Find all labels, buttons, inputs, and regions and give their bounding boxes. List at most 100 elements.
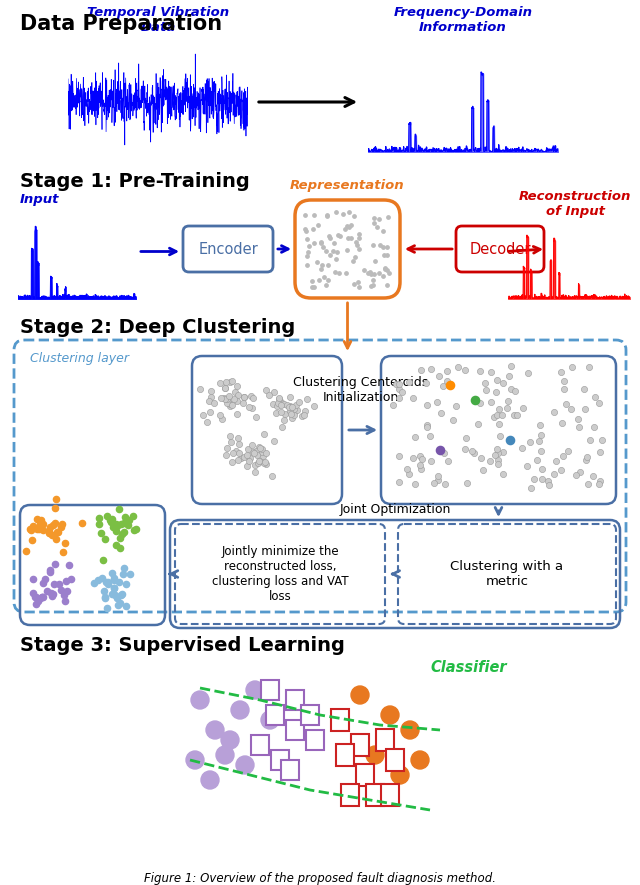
Point bbox=[558, 450, 568, 464]
Point bbox=[28, 572, 38, 586]
Point bbox=[535, 418, 545, 432]
Point bbox=[301, 224, 311, 238]
Point bbox=[316, 262, 326, 276]
Point bbox=[251, 444, 261, 458]
Point bbox=[109, 573, 119, 588]
Point bbox=[321, 244, 331, 258]
Point bbox=[309, 399, 319, 413]
Point bbox=[252, 449, 262, 463]
Circle shape bbox=[221, 731, 239, 749]
Point bbox=[276, 397, 286, 412]
Point bbox=[58, 588, 68, 602]
Point bbox=[453, 360, 463, 374]
Point bbox=[267, 468, 277, 482]
Point bbox=[436, 406, 446, 420]
Point bbox=[56, 519, 67, 534]
Point bbox=[99, 584, 109, 598]
Point bbox=[349, 210, 359, 224]
Text: Input: Input bbox=[20, 193, 60, 206]
Point bbox=[227, 398, 237, 412]
Point bbox=[250, 458, 260, 473]
Point bbox=[321, 278, 332, 292]
Point bbox=[206, 384, 216, 398]
Point bbox=[549, 467, 559, 481]
Point bbox=[534, 434, 544, 448]
Point bbox=[94, 511, 104, 525]
Point bbox=[233, 431, 243, 445]
Point bbox=[45, 565, 56, 579]
Point bbox=[38, 523, 49, 537]
Point bbox=[360, 263, 370, 277]
Point bbox=[580, 453, 591, 467]
Point bbox=[260, 446, 271, 460]
Point bbox=[285, 389, 295, 404]
Point bbox=[257, 445, 268, 459]
Point bbox=[410, 477, 420, 491]
FancyBboxPatch shape bbox=[356, 764, 374, 786]
Point bbox=[115, 596, 125, 610]
Circle shape bbox=[246, 681, 264, 699]
Circle shape bbox=[186, 751, 204, 769]
Point bbox=[215, 408, 225, 422]
Point bbox=[324, 228, 334, 242]
Point bbox=[53, 525, 63, 539]
Point bbox=[573, 420, 584, 435]
Point bbox=[280, 406, 290, 420]
Point bbox=[426, 453, 436, 467]
Point bbox=[382, 248, 392, 262]
Point bbox=[382, 278, 392, 292]
Point bbox=[271, 405, 282, 419]
Point bbox=[106, 515, 116, 529]
Point bbox=[124, 519, 134, 533]
Circle shape bbox=[191, 691, 209, 709]
Point bbox=[109, 588, 120, 602]
Point bbox=[274, 390, 284, 404]
Point bbox=[367, 278, 378, 292]
Circle shape bbox=[216, 746, 234, 764]
Point bbox=[260, 455, 270, 469]
Point bbox=[100, 591, 110, 605]
Point bbox=[122, 598, 132, 612]
Point bbox=[410, 430, 420, 444]
Point bbox=[415, 458, 425, 473]
Point bbox=[109, 571, 119, 585]
Point bbox=[28, 519, 38, 534]
Point bbox=[47, 518, 58, 532]
Point bbox=[124, 513, 134, 527]
Point bbox=[343, 231, 353, 245]
Text: Data Preparation: Data Preparation bbox=[20, 14, 222, 34]
FancyBboxPatch shape bbox=[286, 690, 304, 710]
Circle shape bbox=[401, 721, 419, 739]
Point bbox=[518, 401, 529, 415]
Point bbox=[503, 394, 513, 408]
Point bbox=[117, 567, 127, 581]
Point bbox=[525, 481, 536, 495]
Point bbox=[303, 245, 313, 259]
Point bbox=[353, 227, 364, 241]
Point bbox=[111, 517, 121, 531]
Point bbox=[273, 396, 283, 410]
Point bbox=[45, 520, 55, 535]
Point bbox=[590, 390, 600, 404]
Point bbox=[422, 397, 432, 412]
Point bbox=[379, 248, 389, 262]
Point bbox=[544, 479, 554, 493]
Point bbox=[354, 280, 364, 294]
Point bbox=[417, 451, 427, 466]
Circle shape bbox=[366, 746, 384, 764]
Point bbox=[532, 453, 542, 467]
Point bbox=[32, 512, 42, 526]
Point bbox=[247, 401, 257, 415]
Point bbox=[363, 266, 373, 280]
Point bbox=[505, 433, 515, 447]
Point bbox=[374, 266, 384, 281]
Point bbox=[594, 476, 604, 490]
Point bbox=[314, 273, 324, 287]
Point bbox=[434, 369, 444, 383]
Point bbox=[285, 398, 296, 412]
Point bbox=[342, 219, 352, 234]
Point bbox=[50, 501, 60, 515]
Point bbox=[502, 401, 512, 415]
Point bbox=[506, 359, 516, 373]
Point bbox=[416, 462, 426, 476]
